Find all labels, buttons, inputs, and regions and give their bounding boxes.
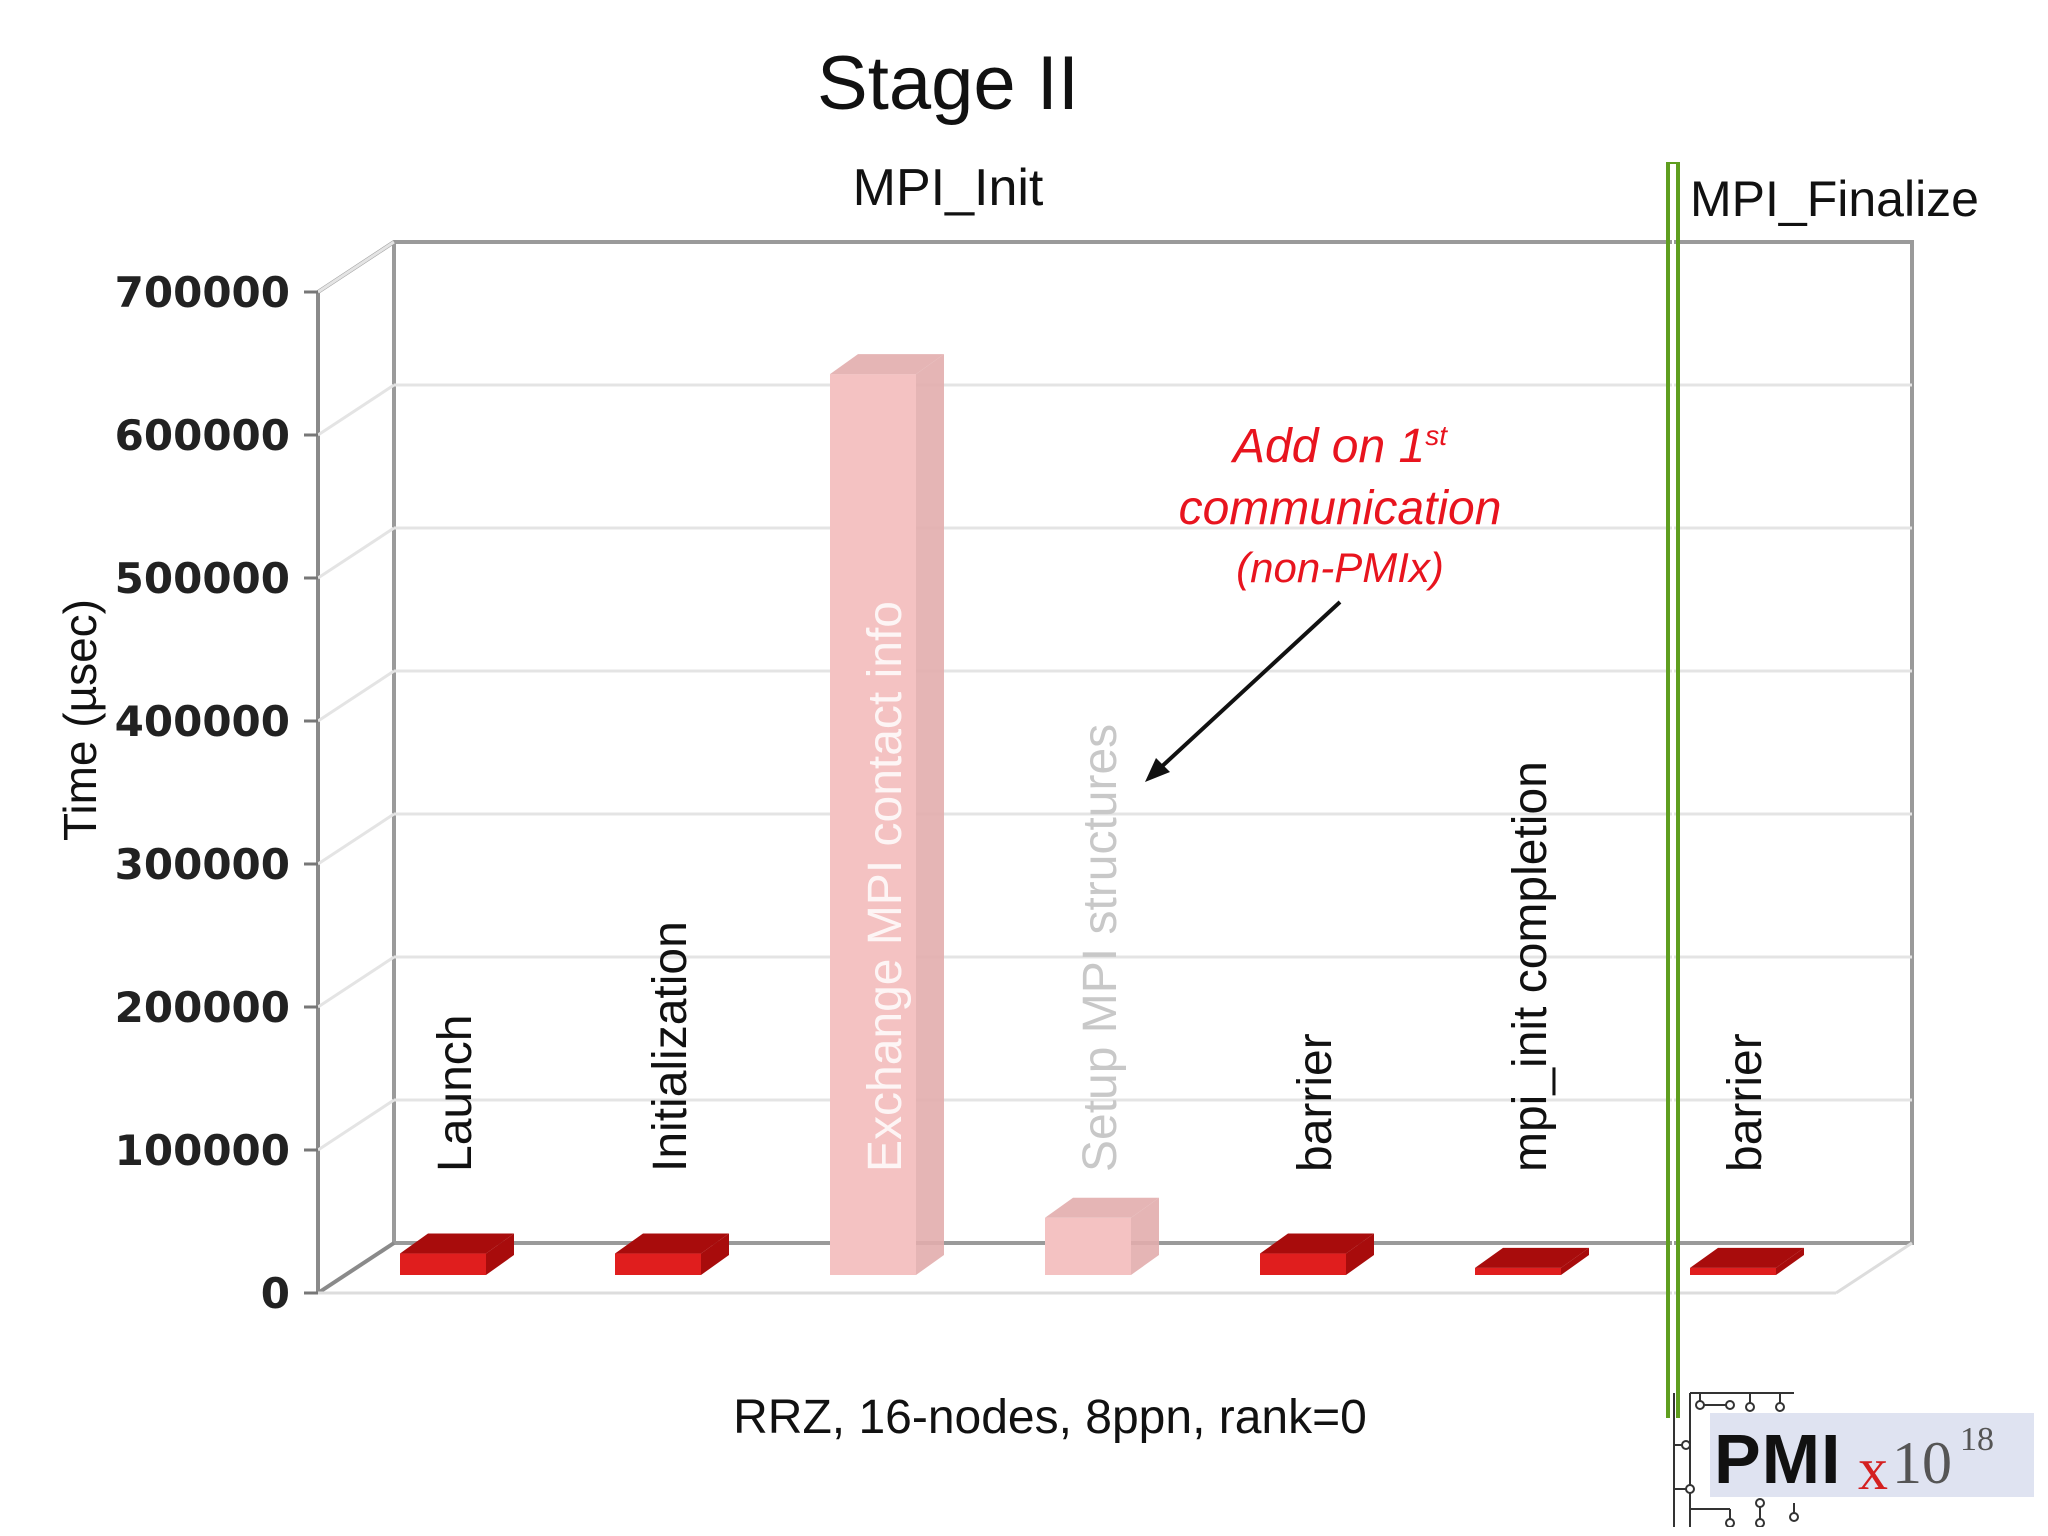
bar-front [1475,1267,1561,1275]
bar-side [1346,1233,1374,1275]
y-tick-label: 400000 [115,697,290,746]
category-label: barrier [1719,1033,1772,1172]
bar-front [1045,1217,1131,1275]
annotation-line3: (non-PMIx) [1236,544,1444,591]
category-label: Setup MPI structures [1074,724,1127,1172]
y-tick-labels: 0 100000 200000 300000 400000 500000 600000 700… [115,268,318,1318]
y-tick-label: 0 [261,1269,290,1318]
bar-7 [1690,1247,1804,1275]
footnote: RRZ, 16-nodes, 8ppn, rank=0 [733,1391,1367,1444]
side-gridline [317,1098,395,1152]
bar-side [701,1233,729,1275]
pmix-logo: PMI x 10 18 [1670,1385,2034,1527]
y-tick-label: 600000 [115,411,290,460]
bar-top [400,1233,514,1254]
overlay [1145,162,1680,1418]
bar-front [400,1253,486,1275]
logo-x: x [1858,1436,1888,1502]
bar-6 [1475,1247,1589,1275]
bar-front [1690,1267,1776,1275]
logo-text: PMI [1714,1420,1842,1498]
floor-right-edge [1835,1241,1913,1295]
bar-front [615,1253,701,1275]
side-gridline [317,383,395,437]
bar-top [1260,1233,1374,1254]
annotation-line2: communication [1178,482,1502,535]
annotation-line1-sup: st [1425,420,1447,451]
annotation-line1: Add on 1 [1233,420,1426,473]
category-label: barrier [1289,1033,1342,1172]
y-tick-label: 200000 [115,983,290,1032]
section-label-mpi-finalize: MPI_Finalize [1690,171,1979,227]
bar-side [1561,1247,1589,1275]
y-tick-label: 300000 [115,840,290,889]
bar-1 [400,1233,514,1275]
y-tick-label: 500000 [115,554,290,603]
bar-top [830,354,944,375]
bar-side [486,1233,514,1275]
logo-suffix-base: 10 [1892,1430,1952,1496]
side-gridline [317,955,395,1009]
bar-side [916,354,944,1276]
slide-title: Stage II [817,41,1079,126]
y-tick-label: 700000 [115,268,290,317]
side-gridline [317,812,395,866]
bar-top [1475,1247,1589,1268]
bar-front [1260,1253,1346,1275]
category-label: Initialization [644,921,697,1172]
category-label: Launch [429,1015,482,1172]
logo-background [1710,1413,2034,1497]
bar-3 [830,354,944,1276]
bar-side [1776,1247,1804,1275]
category-label: mpi_init completion [1504,761,1557,1172]
side-gridline [317,669,395,723]
bar-4 [1045,1197,1159,1275]
section-label-mpi-init: MPI_Init [852,159,1044,217]
annotation-arrow-head [1145,758,1170,782]
category-label: Exchange MPI contact info [859,601,912,1172]
side-gridline [317,240,395,294]
category-labels: Launch Initialization Exchange MPI contact… [429,601,1772,1172]
bar-top [1690,1247,1804,1268]
bar-side [1131,1197,1159,1275]
bar-2 [615,1233,729,1275]
bar-front [830,374,916,1276]
annotation-arrow-line [1156,600,1342,772]
logo-suffix-exp: 18 [1960,1421,1994,1458]
bar-top [615,1233,729,1254]
bars [400,354,1804,1276]
side-gridline [317,526,395,580]
y-tick-label: 100000 [115,1126,290,1175]
circuit-icon [1673,1392,1799,1527]
gridlines [317,240,1912,1152]
floor-left-edge [316,1241,396,1295]
bar-5 [1260,1233,1374,1275]
bar-top [1045,1197,1159,1218]
annotation-callout: Add on 1st communication (non-PMIx) [1100,405,1580,596]
